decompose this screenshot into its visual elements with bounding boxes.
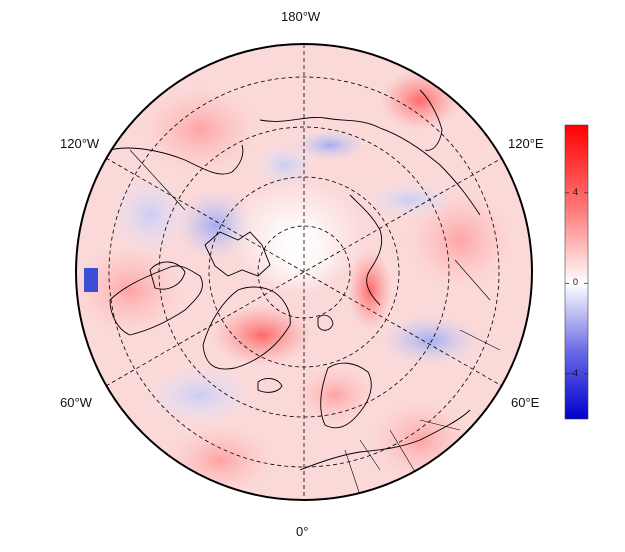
colorbar-ticks bbox=[565, 192, 588, 375]
canadian-archipelago-coast bbox=[204, 231, 271, 277]
alaska-coast bbox=[109, 144, 244, 175]
lon-label-top: 180°W bbox=[281, 9, 321, 24]
svalbard-coast bbox=[317, 314, 334, 331]
coastlines bbox=[109, 89, 481, 471]
colorbar-tick-label: 0 bbox=[573, 277, 579, 288]
map-boundary bbox=[75, 43, 533, 501]
colorbar-tick-label: 4 bbox=[573, 186, 579, 197]
scandinavia-coast bbox=[320, 362, 372, 429]
hudson-bay-coast bbox=[149, 261, 186, 290]
lon-label-bottom: 0° bbox=[296, 524, 309, 539]
colorbar bbox=[564, 124, 589, 420]
canada-mainland-coast bbox=[109, 265, 203, 336]
lon-label-upper-right: 120°E bbox=[508, 136, 544, 151]
greenland-coast bbox=[202, 286, 291, 370]
lon-label-lower-left: 60°W bbox=[60, 395, 92, 410]
europe-coast bbox=[299, 409, 471, 471]
colorbar-gradient bbox=[565, 125, 588, 419]
lon-label-lower-right: 60°E bbox=[511, 395, 540, 410]
kamchatka-coast bbox=[419, 89, 443, 151]
colorbar-tick-label: -4 bbox=[570, 367, 579, 378]
colorbar-border bbox=[564, 124, 589, 420]
taymyr-coast bbox=[349, 194, 383, 306]
iceland-coast bbox=[257, 378, 283, 393]
siberia-coast bbox=[259, 116, 481, 216]
graticule bbox=[105, 44, 503, 500]
anomaly-field bbox=[76, 44, 532, 500]
lon-label-upper-left: 120°W bbox=[60, 136, 100, 151]
